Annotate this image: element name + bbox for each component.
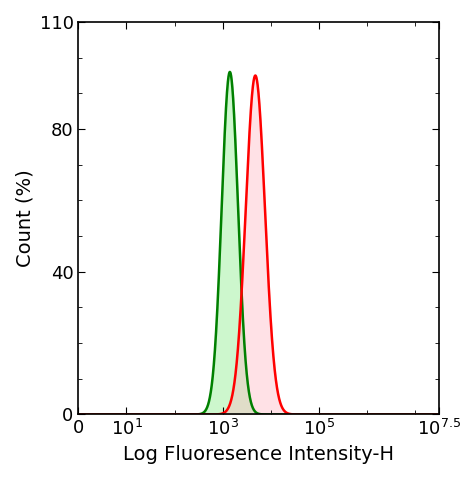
Y-axis label: Count (%): Count (%) [15, 170, 34, 267]
X-axis label: Log Fluoresence Intensity-H: Log Fluoresence Intensity-H [123, 445, 394, 464]
